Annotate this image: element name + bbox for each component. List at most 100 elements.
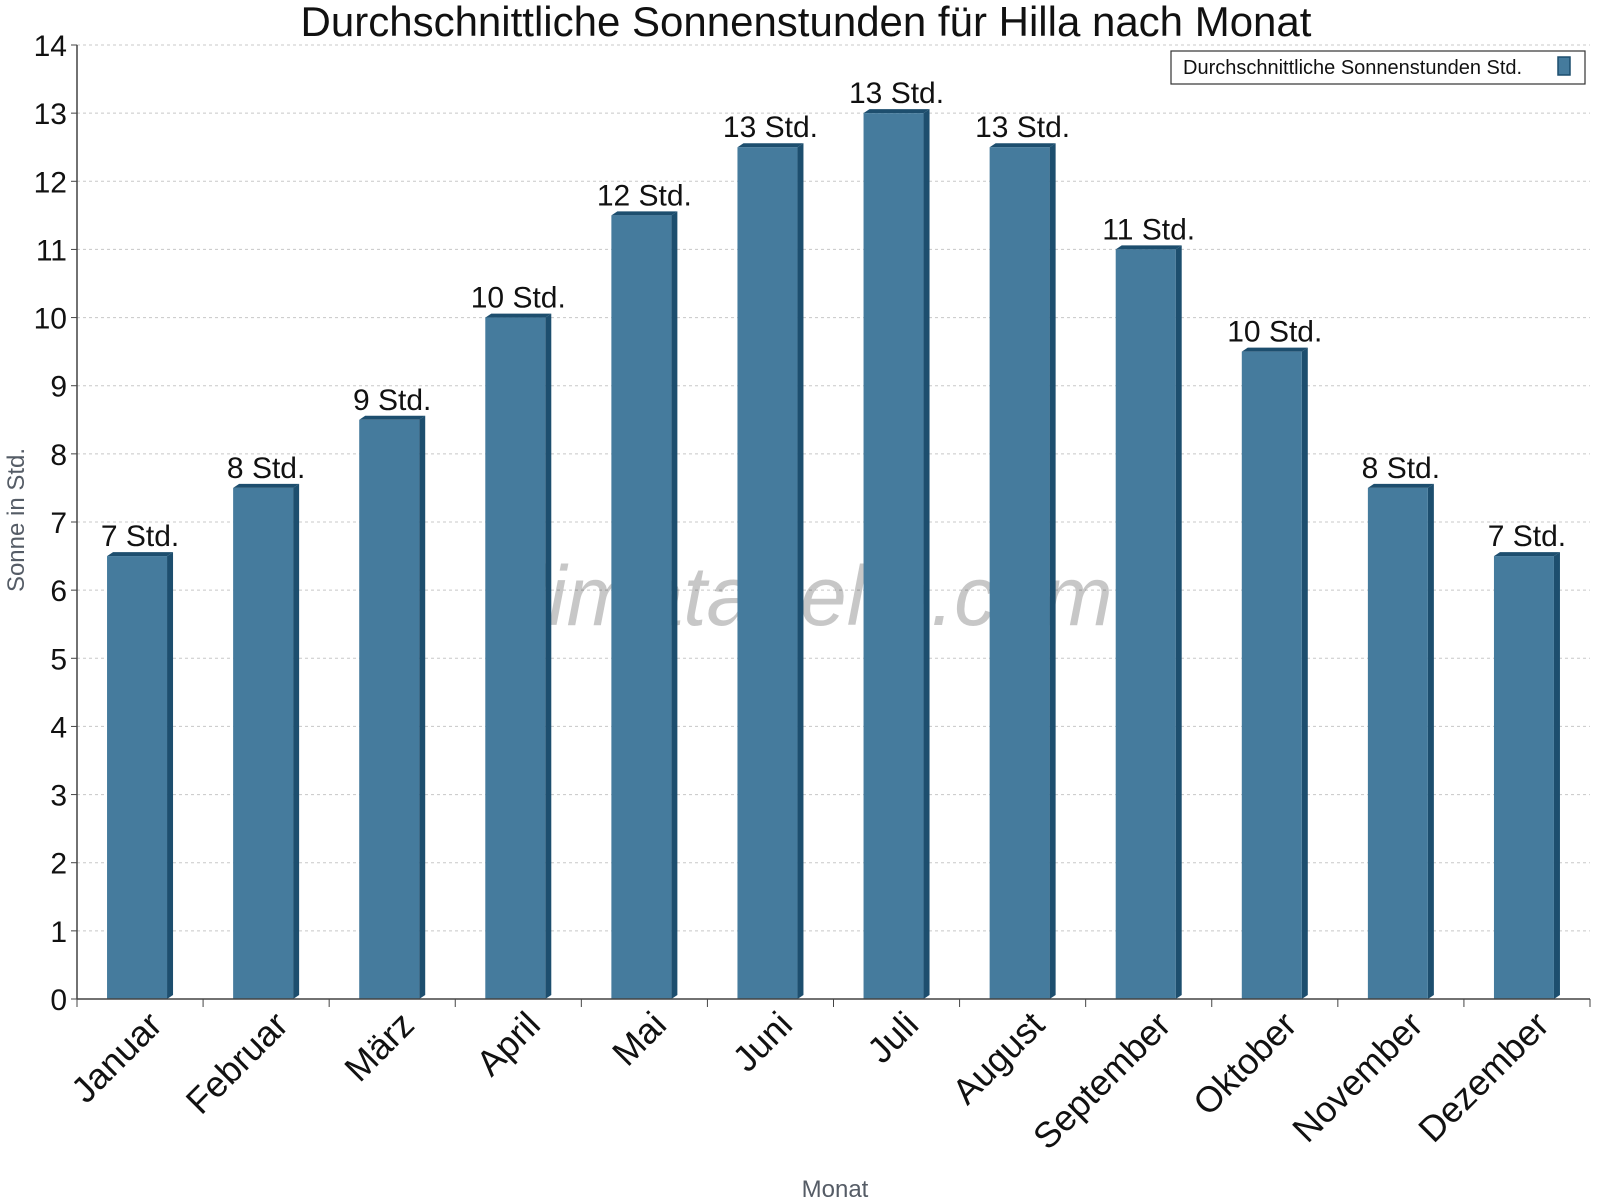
bar-april (485, 313, 552, 1000)
y-tick-label: 9 (50, 371, 67, 404)
bar-side (1427, 483, 1434, 999)
bar (107, 556, 168, 999)
bar (485, 317, 546, 1000)
bar-dezember (1493, 552, 1560, 999)
y-tick-label: 4 (50, 711, 67, 744)
bar-top (989, 143, 1056, 148)
bar-mai (611, 211, 678, 999)
y-tick-label: 0 (50, 984, 67, 1017)
y-tick-label: 13 (34, 98, 67, 131)
axes (76, 45, 1591, 1007)
bar-top (107, 552, 174, 557)
y-tick-label: 14 (34, 30, 67, 63)
y-axis-title: Sonne in Std. (3, 448, 30, 592)
bar-november (1367, 483, 1434, 999)
bar-side (545, 313, 552, 1000)
data-label: 12 Std. (597, 179, 692, 212)
bar-top (359, 415, 426, 420)
x-tick-label: Dezember (1410, 1004, 1556, 1150)
bar-side (419, 415, 426, 999)
y-tick-label: 11 (36, 234, 67, 267)
y-tick-label: 6 (50, 575, 67, 608)
x-tick-labels: Januar Februar März April Mai Juni Juli AugustS… (63, 1004, 1557, 1158)
y-tick-label: 1 (50, 916, 67, 949)
bar-märz (359, 415, 426, 999)
x-tick-label: November (1284, 1004, 1430, 1150)
y-tick-label: 8 (50, 439, 67, 472)
x-tick-label: September (1025, 1004, 1179, 1158)
bar-oktober (1241, 347, 1308, 1000)
data-label: 13 Std. (723, 111, 818, 144)
bar-side (293, 483, 300, 999)
x-tick-label: Januar (63, 1004, 170, 1111)
bar-top (1241, 347, 1308, 352)
y-tick-label: 5 (50, 643, 67, 676)
bar-august (989, 143, 1056, 999)
bar (1493, 556, 1554, 999)
bar-side (1049, 143, 1056, 999)
bar-top (1115, 245, 1182, 250)
x-tick-label: Mai (604, 1004, 674, 1074)
bars (107, 109, 1560, 1000)
gridlines (71, 44, 1590, 1000)
bar-januar (107, 552, 174, 999)
bar-februar (233, 483, 300, 999)
legend: Durchschnittliche Sonnenstunden Std. (1170, 50, 1586, 85)
y-tick-label: 3 (50, 780, 67, 813)
bar-side (797, 143, 804, 999)
data-label: 7 Std. (1488, 520, 1566, 553)
x-axis-title: Monat (802, 1176, 869, 1200)
data-label: 7 Std. (101, 520, 179, 553)
x-tick-label: Oktober (1185, 1004, 1305, 1124)
y-tick-label: 12 (34, 166, 67, 199)
data-label: 8 Std. (227, 452, 305, 485)
x-tick-label: April (468, 1004, 548, 1084)
y-tick-label: 7 (50, 507, 67, 540)
x-tick-label: Juli (859, 1004, 926, 1071)
bar (359, 419, 420, 999)
data-label: 13 Std. (975, 111, 1070, 144)
bar (863, 113, 924, 999)
bar (989, 147, 1050, 999)
data-label: 13 Std. (849, 77, 944, 110)
bar-top (485, 313, 552, 318)
bar-top (737, 143, 804, 148)
x-tick-label: Juni (724, 1004, 800, 1080)
chart-title: Durchschnittliche Sonnenstunden für Hill… (301, 0, 1312, 45)
bar (1241, 351, 1302, 1000)
bar-september (1115, 245, 1182, 999)
data-label: 10 Std. (471, 282, 566, 315)
bar-juni (737, 143, 804, 999)
bar (1115, 249, 1176, 999)
bar-top (611, 211, 678, 216)
bar-top (1493, 552, 1560, 557)
x-tick-label: März (336, 1004, 422, 1090)
bar (1367, 487, 1428, 999)
x-tick-label: August (944, 1004, 1052, 1112)
data-labels: 7 Std. 8 Std. 9 Std. 10 Std. 12 Std. 13 Std. 1… (101, 77, 1566, 553)
legend-box (1170, 50, 1586, 85)
bar-side (1175, 245, 1182, 999)
data-label: 9 Std. (353, 384, 431, 417)
x-tick-label: Februar (178, 1004, 296, 1122)
legend-swatch (1557, 56, 1571, 76)
bar-top (863, 109, 930, 114)
bar-side (1553, 552, 1560, 999)
bar-juli (863, 109, 930, 999)
bar-side (923, 109, 930, 999)
data-label: 8 Std. (1362, 452, 1440, 485)
legend-label: Durchschnittliche Sonnenstunden Std. (1183, 57, 1522, 79)
bar-side (671, 211, 678, 999)
bar-top (1367, 483, 1434, 488)
data-label: 11 Std. (1102, 213, 1195, 246)
y-tick-label: 10 (34, 303, 67, 336)
bar-side (1301, 347, 1308, 1000)
y-tick-label: 2 (50, 848, 67, 881)
data-label: 10 Std. (1227, 316, 1322, 349)
bar (737, 147, 798, 999)
bar-top (233, 483, 300, 488)
bar (233, 487, 294, 999)
bar-side (167, 552, 174, 999)
